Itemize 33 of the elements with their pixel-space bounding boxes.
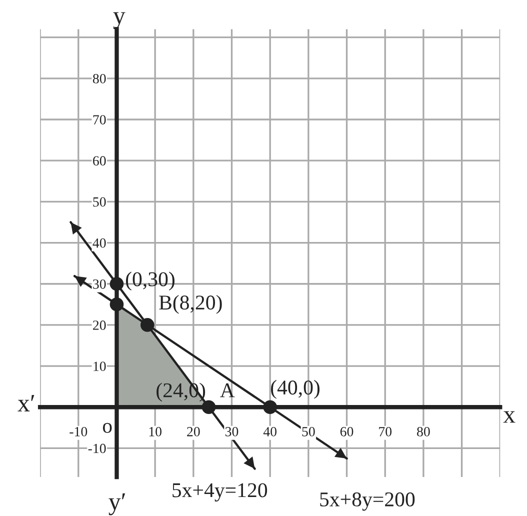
annotation: o [102,422,112,433]
x-tick-label: 10 [149,426,162,436]
y-tick-label: 50 [93,197,106,207]
y-tick-label: -10 [88,444,106,454]
point [202,400,216,414]
annotation: B(8,20) [159,294,222,314]
x-tick-label: -10 [70,426,88,436]
point [140,318,154,332]
y-tick-label: 80 [92,74,106,84]
annotation: (0,30) [126,272,174,291]
x-tick-label: 30 [225,426,238,436]
point [263,400,277,414]
x-axis-title: x [503,411,516,423]
y-tick-label: 20 [93,320,106,330]
x-tick-label: 80 [417,426,430,436]
annotation: A [220,383,235,398]
text: x′ [18,394,34,412]
y-tick-label: 70 [93,115,106,124]
y-tick-label: 30 [93,279,106,289]
x-tick-label: 60 [340,426,354,436]
x-tick-label: 70 [379,426,392,436]
annotation: (40,0) [271,380,320,399]
annotation: 5x+8y=200 [320,492,415,511]
point [110,276,124,291]
y-tick-label: 10 [94,362,106,371]
annotation: 5x+4y=120 [172,483,268,502]
point [110,298,124,312]
y-tick-label: 40 [92,238,106,248]
x-tick-label: 40 [263,426,276,436]
x-tick-label: 20 [187,426,200,436]
text: y′ [108,493,126,516]
y-tick-label: 60 [93,156,106,166]
x-tick-label: 50 [302,426,315,436]
